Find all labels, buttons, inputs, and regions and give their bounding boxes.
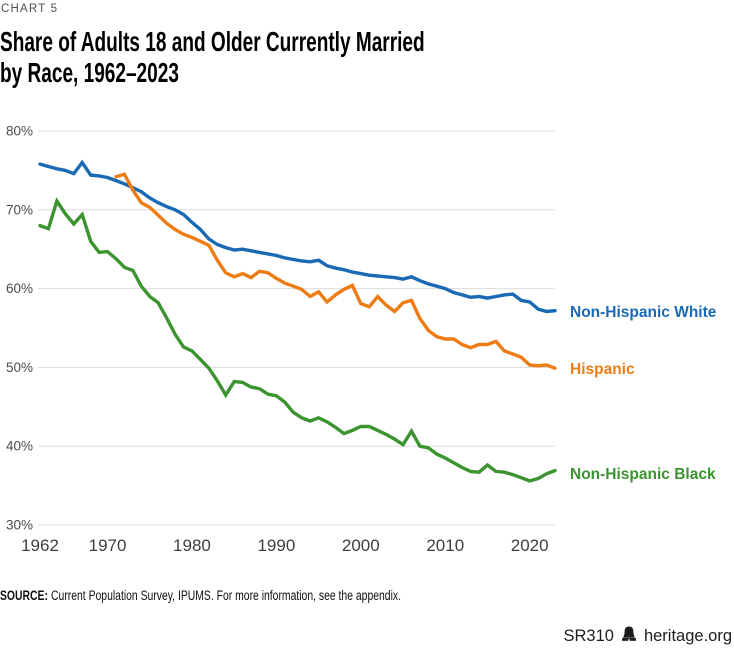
series-line-hispanic: [114, 172, 557, 370]
series-line-non-hispanic-white: [38, 159, 557, 314]
chart-title-line1: Share of Adults 18 and Older Currently M…: [0, 26, 425, 57]
x-axis-label: 1970: [89, 536, 127, 555]
y-axis-label: 50%: [6, 360, 33, 375]
source-label: SOURCE:: [0, 588, 48, 603]
liberty-bell-icon: [620, 625, 638, 648]
y-axis-label: 70%: [6, 202, 33, 217]
y-axis-label: 30%: [6, 518, 33, 533]
series-label-non-hispanic-black: Non-Hispanic Black: [570, 466, 716, 483]
y-axis-label: 80%: [6, 124, 33, 139]
x-axis-label: 2010: [426, 536, 464, 555]
source-note: SOURCE: Current Population Survey, IPUMS.…: [0, 588, 401, 603]
x-axis-label: 1962: [21, 536, 59, 555]
y-axis-label: 40%: [6, 439, 33, 454]
chart-number: CHART 5: [1, 3, 59, 15]
footer-brand: SR310 heritage.org: [563, 625, 732, 648]
chart-title: Share of Adults 18 and Older Currently M…: [0, 26, 425, 88]
x-axis-label: 1990: [257, 536, 295, 555]
y-axis-label: 60%: [6, 281, 33, 296]
x-axis-label: 2000: [342, 536, 380, 555]
x-axis-label: 1980: [173, 536, 211, 555]
site-name: heritage.org: [643, 627, 732, 645]
report-id: SR310: [563, 627, 614, 645]
source-text: Current Population Survey, IPUMS. For mo…: [51, 588, 401, 603]
series-line-non-hispanic-black: [38, 197, 557, 483]
series-label-hispanic: Hispanic: [570, 361, 635, 378]
chart-title-line2: by Race, 1962–2023: [0, 57, 179, 88]
x-axis-label: 2020: [511, 536, 549, 555]
series-label-non-hispanic-white: Non-Hispanic White: [570, 304, 717, 321]
